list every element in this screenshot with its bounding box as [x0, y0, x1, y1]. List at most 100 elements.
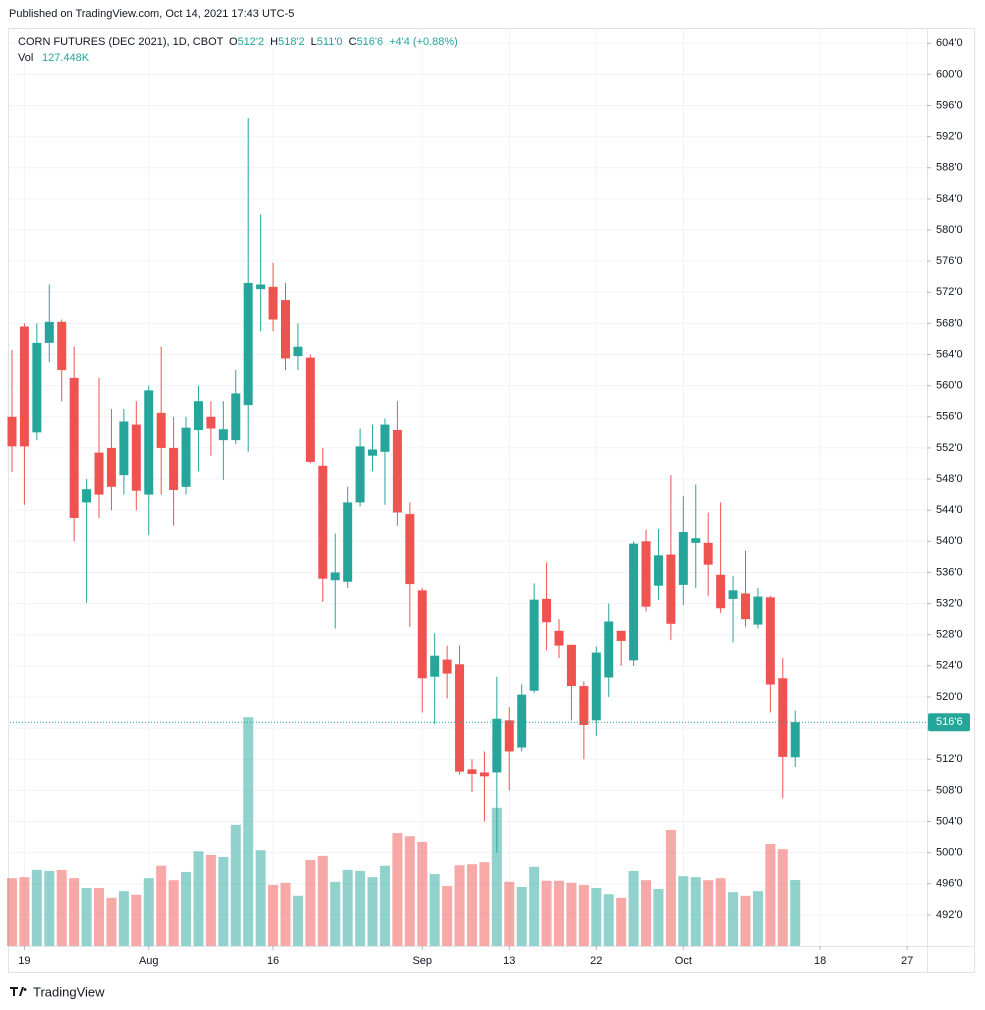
volume-bar [529, 866, 540, 946]
candle-body [703, 542, 713, 565]
ohlc-name: O [229, 36, 238, 48]
volume-bar [566, 882, 577, 946]
candle-body [753, 596, 763, 625]
x-tick-label: 27 [901, 955, 913, 967]
y-tick-label: 584'0 [936, 193, 963, 205]
volume-bar [69, 878, 80, 946]
candle-body [616, 630, 626, 641]
y-tick-label: 548'0 [936, 473, 963, 485]
volume-bar [342, 869, 353, 946]
y-tick-label: 504'0 [936, 815, 963, 827]
candle-body [492, 718, 502, 773]
volume-bar [466, 864, 477, 946]
volume-bar [578, 884, 589, 946]
candle-body [629, 543, 639, 661]
volume-bar [665, 830, 676, 946]
volume-bar [790, 880, 801, 946]
volume-bar [603, 894, 614, 946]
candle-body [740, 593, 750, 620]
candle-body [343, 502, 353, 582]
candle-body [268, 286, 278, 320]
y-tick-label: 564'0 [936, 348, 963, 360]
x-tick-label: 22 [590, 955, 602, 967]
volume-bar [44, 870, 55, 946]
candle-body [566, 644, 576, 687]
candle-body [156, 412, 166, 448]
volume-bar [379, 865, 390, 946]
volume-bar [554, 880, 565, 946]
x-tick-label: 13 [503, 955, 515, 967]
volume-bar [268, 884, 279, 946]
candle-body [318, 465, 328, 579]
volume-bar [31, 869, 42, 946]
candle-body [529, 599, 539, 691]
volume-bar [317, 855, 328, 946]
y-tick-label: 508'0 [936, 784, 963, 796]
volume-bar [218, 856, 229, 946]
candle-body [504, 720, 514, 752]
candle-body [554, 630, 564, 646]
volume-bar [479, 862, 490, 946]
volume-bar [429, 874, 440, 946]
candle-body [392, 430, 402, 513]
volume-bar [504, 881, 515, 946]
chart-frame [8, 28, 975, 973]
candle-body [355, 446, 365, 503]
axes: 492'0496'0500'0504'0508'0512'0516'0520'0… [18, 37, 970, 967]
x-tick-label: Oct [675, 955, 692, 967]
candle-body [765, 597, 775, 685]
candle-body [57, 321, 67, 371]
candle-body [94, 452, 104, 495]
candle-body [119, 421, 129, 476]
candle-body [542, 598, 552, 623]
volume-bar [703, 880, 714, 946]
candle-body [467, 769, 477, 775]
volume-bar [156, 865, 167, 946]
candle-body [193, 401, 203, 431]
volume-bar [118, 891, 129, 946]
volume-bar [230, 824, 241, 946]
candle-body [82, 489, 92, 503]
candle-body [256, 284, 266, 290]
candle-body [579, 686, 589, 725]
volume-bar [417, 841, 428, 946]
ohlc-value: 512'2 [238, 36, 265, 48]
volume-bar [491, 807, 502, 946]
candle-body [231, 393, 241, 441]
volume-bar [628, 870, 639, 946]
x-tick-label: Aug [139, 955, 159, 967]
volume-bar [255, 850, 266, 946]
candle-body [131, 424, 141, 491]
candle-body [181, 427, 191, 487]
y-tick-label: 532'0 [936, 597, 963, 609]
volume-bar [205, 854, 216, 946]
y-tick-label: 580'0 [936, 224, 963, 236]
x-tick-label: 16 [267, 955, 279, 967]
volume-bar [653, 889, 664, 946]
volume-bar [641, 880, 652, 946]
y-tick-label: 552'0 [936, 442, 963, 454]
published-note: Published on TradingView.com, Oct 14, 20… [9, 8, 294, 20]
y-tick-label: 576'0 [936, 255, 963, 267]
y-tick-label: 528'0 [936, 629, 963, 641]
volume-bar [690, 877, 701, 946]
last-price-badge [928, 713, 970, 732]
ohlc-name: C [349, 36, 357, 48]
legend: CORN FUTURES (DEC 2021), 1D, CBOT O512'2… [18, 36, 458, 64]
candle-body [666, 554, 676, 624]
y-tick-label: 536'0 [936, 566, 963, 578]
y-tick-label: 544'0 [936, 504, 963, 516]
volume-bar [81, 888, 92, 946]
volume-bar [728, 892, 739, 946]
volume-bar [715, 878, 726, 946]
last-price-label: 516'6 [936, 716, 963, 728]
grid [10, 30, 927, 946]
volume-bar [243, 717, 254, 946]
y-tick-label: 600'0 [936, 68, 963, 80]
y-tick-label: 568'0 [936, 317, 963, 329]
candle-body [728, 590, 738, 599]
candle-body [169, 447, 179, 490]
y-tick-label: 500'0 [936, 847, 963, 859]
volume-value: 127.448K [42, 52, 90, 64]
